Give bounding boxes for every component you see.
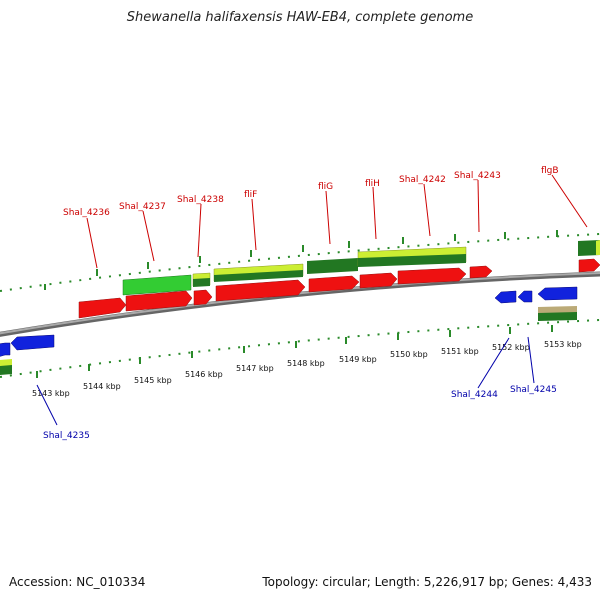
feature-bar: [307, 258, 358, 274]
forward-gene-arrow: [215, 279, 306, 302]
scale-label: 5153 kbp: [544, 340, 582, 349]
feature-bar: [596, 240, 600, 255]
feature-track: [0, 240, 600, 375]
feature-bar: [538, 306, 577, 314]
reverse-gene-arrow: [0, 342, 11, 357]
forward-gene-arrow: [578, 258, 600, 273]
map-title: Shewanella halifaxensis HAW-EB4, complet…: [126, 10, 474, 25]
gene-label: Shal_4238: [177, 195, 224, 205]
outer-major-ticks: [44, 230, 558, 290]
feature-bar: [538, 312, 577, 321]
reverse-gene-arrow: [10, 334, 55, 351]
genome-summary-text: Topology: circular; Length: 5,226,917 bp…: [262, 575, 592, 589]
gene-label: Shal_4243: [454, 171, 501, 181]
scale-label: 5146 kbp: [185, 370, 223, 379]
scale-label: 5147 kbp: [236, 364, 274, 373]
feature-bar: [358, 254, 466, 267]
gene-label: Shal_4236: [63, 208, 110, 218]
feature-bar: [193, 278, 210, 287]
forward-gene-arrow: [125, 290, 193, 312]
scale-label: 5151 kbp: [441, 347, 479, 356]
reverse-leader-lines: [36, 336, 535, 426]
reverse-gene-labels: Shal_4235 Shal_4244 Shal_4245: [43, 385, 557, 441]
forward-gene-arrow: [308, 275, 360, 293]
gene-label: Shal_4237: [119, 202, 166, 212]
scale-label: 5148 kbp: [287, 359, 325, 368]
gene-label: fliF: [244, 190, 257, 200]
scale-labels: 5143 kbp 5144 kbp 5145 kbp 5146 kbp 5147…: [32, 340, 582, 398]
forward-gene-labels: Shal_4236 Shal_4237 Shal_4238 fliF fliG …: [63, 166, 559, 218]
reverse-genes: [0, 286, 578, 357]
forward-gene-arrow: [78, 297, 127, 319]
scale-label: 5150 kbp: [390, 350, 428, 359]
forward-genes: [78, 258, 600, 319]
feature-bar: [578, 240, 600, 256]
gene-label: Shal_4244: [451, 390, 498, 400]
gene-label: flgB: [541, 166, 559, 176]
forward-gene-arrow: [359, 272, 398, 289]
gene-label: fliG: [318, 182, 333, 192]
feature-bar: [214, 270, 303, 282]
scale-label: 5143 kbp: [32, 389, 70, 398]
scale-label: 5145 kbp: [134, 376, 172, 385]
gene-label: Shal_4235: [43, 431, 90, 441]
reverse-gene-arrow: [517, 290, 533, 303]
forward-gene-arrow: [469, 265, 493, 279]
forward-gene-arrow: [397, 267, 467, 285]
accession-text: Accession: NC_010334: [9, 575, 146, 589]
scale-label: 5144 kbp: [83, 382, 121, 391]
reverse-gene-arrow: [537, 286, 578, 301]
forward-gene-arrow: [193, 289, 213, 306]
gene-label: Shal_4245: [510, 385, 557, 395]
forward-leader-lines: [86, 174, 588, 269]
scale-label: 5152 kbp: [492, 343, 530, 352]
feature-bar: [0, 365, 12, 375]
gene-label: Shal_4242: [399, 175, 446, 185]
reverse-gene-arrow: [494, 290, 517, 304]
feature-bar: [122, 274, 192, 296]
gene-label: fliH: [365, 179, 380, 189]
scale-label: 5149 kbp: [339, 355, 377, 364]
inner-major-ticks: [36, 325, 553, 378]
